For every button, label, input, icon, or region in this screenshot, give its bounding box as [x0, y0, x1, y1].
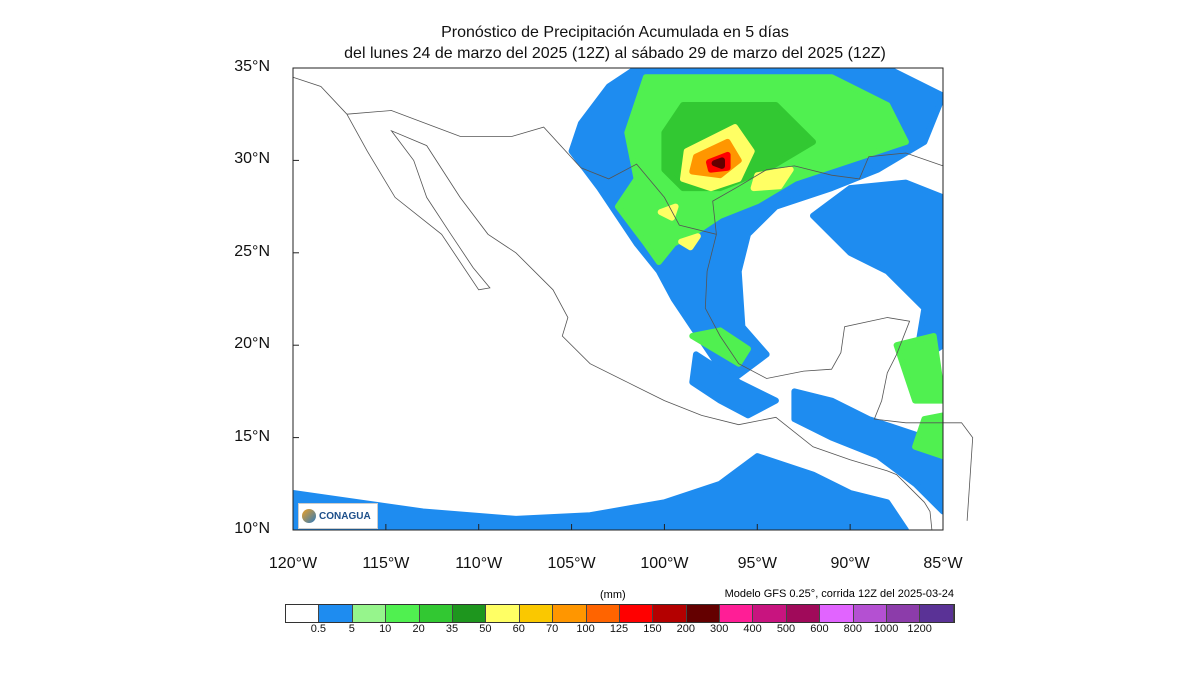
colorbar-swatch: [486, 605, 520, 622]
precip-area: [678, 233, 701, 251]
colorbar-label: 300: [710, 623, 729, 635]
precip-area: [893, 333, 943, 404]
colorbar-swatch: [419, 605, 453, 622]
map-frame: [292, 67, 944, 531]
lon-label: 85°W: [923, 555, 963, 572]
colorbar-label: 500: [776, 623, 796, 635]
colorbar-swatch: [286, 605, 320, 622]
colorbar-swatch: [386, 605, 420, 622]
colorbar-swatch: [786, 605, 821, 622]
colorbar-label: 400: [743, 623, 762, 635]
colorbar-swatch: [319, 605, 353, 622]
colorbar-label: 100: [576, 623, 595, 635]
lat-label: 30°N: [234, 150, 270, 168]
lat-label: 20°N: [234, 335, 270, 353]
colorbar-swatch: [452, 605, 487, 622]
colorbar-swatch: [519, 605, 554, 622]
lat-label: 10°N: [234, 520, 270, 537]
logo-text: CONAGUA: [319, 510, 371, 522]
colorbar-label: 800: [843, 623, 862, 635]
coastline: [704, 152, 974, 521]
colorbar-swatch: [720, 605, 754, 622]
colorbar-swatch: [653, 605, 687, 622]
coastline: [292, 76, 348, 115]
lon-label: 95°W: [737, 555, 777, 572]
colorbar-label: 200: [676, 623, 695, 635]
precip-area: [657, 203, 679, 221]
colorbar-label: 1000: [873, 623, 899, 635]
map-title-line1: Pronóstico de Precipitación Acumulada en…: [441, 24, 789, 41]
colorbar-swatch: [586, 605, 620, 622]
lon-label: 105°W: [547, 555, 596, 572]
colorbar-swatch: [753, 605, 787, 622]
colorbar-label: 1200: [907, 623, 932, 635]
lon-label: 120°W: [268, 555, 318, 572]
coastline: [346, 114, 933, 531]
precip-area: [791, 388, 943, 515]
colorbar-label: 20: [412, 623, 425, 635]
lat-label: 35°N: [234, 58, 270, 75]
colorbar-swatch: [686, 605, 721, 622]
colorbar-label: 150: [643, 623, 662, 635]
colorbar-label: 5: [348, 623, 355, 635]
colorbar-swatch: [619, 605, 654, 622]
map-title-line2: del lunes 24 de marzo del 2025 (12Z) al …: [344, 45, 886, 62]
colorbar-label: 0.5: [310, 623, 327, 635]
colorbar-swatch: [352, 605, 387, 622]
colorbar-label: 50: [479, 623, 492, 635]
colorbar-swatch: [920, 605, 954, 622]
colorbar-label: 600: [810, 623, 829, 635]
model-info: Modelo GFS 0.25°, corrida 12Z del 2025-0…: [724, 588, 954, 600]
precip-area: [689, 327, 751, 367]
colorbar-swatch: [820, 605, 854, 622]
conagua-logo: CONAGUA: [298, 503, 378, 529]
precip-area: [750, 166, 794, 192]
lon-label: 115°W: [362, 555, 410, 572]
colorbar-label: 125: [609, 623, 629, 635]
precipitation-fields: [293, 68, 943, 530]
lon-label: 100°W: [640, 555, 689, 572]
lon-label: 110°W: [455, 555, 503, 572]
axis-ticks: [292, 67, 944, 531]
units-label: (mm): [600, 589, 626, 601]
coastline: [346, 110, 717, 235]
colorbar-swatch: [853, 605, 888, 622]
colorbar-label: 60: [512, 623, 525, 635]
precip-area: [912, 412, 943, 460]
conagua-logo-icon: [302, 509, 316, 523]
precip-area: [689, 351, 779, 419]
coastlines: [292, 76, 974, 531]
colorbar: [285, 604, 955, 623]
colorbar-swatch: [887, 605, 921, 622]
colorbar-swatch: [553, 605, 587, 622]
lat-label: 25°N: [234, 242, 270, 260]
colorbar-label: 10: [379, 623, 392, 635]
lat-label: 15°N: [234, 427, 270, 445]
colorbar-label: 35: [445, 623, 459, 635]
precip-area: [293, 453, 909, 530]
precip-area: [711, 157, 725, 169]
lon-label: 90°W: [830, 555, 870, 572]
colorbar-label: 70: [546, 623, 559, 635]
